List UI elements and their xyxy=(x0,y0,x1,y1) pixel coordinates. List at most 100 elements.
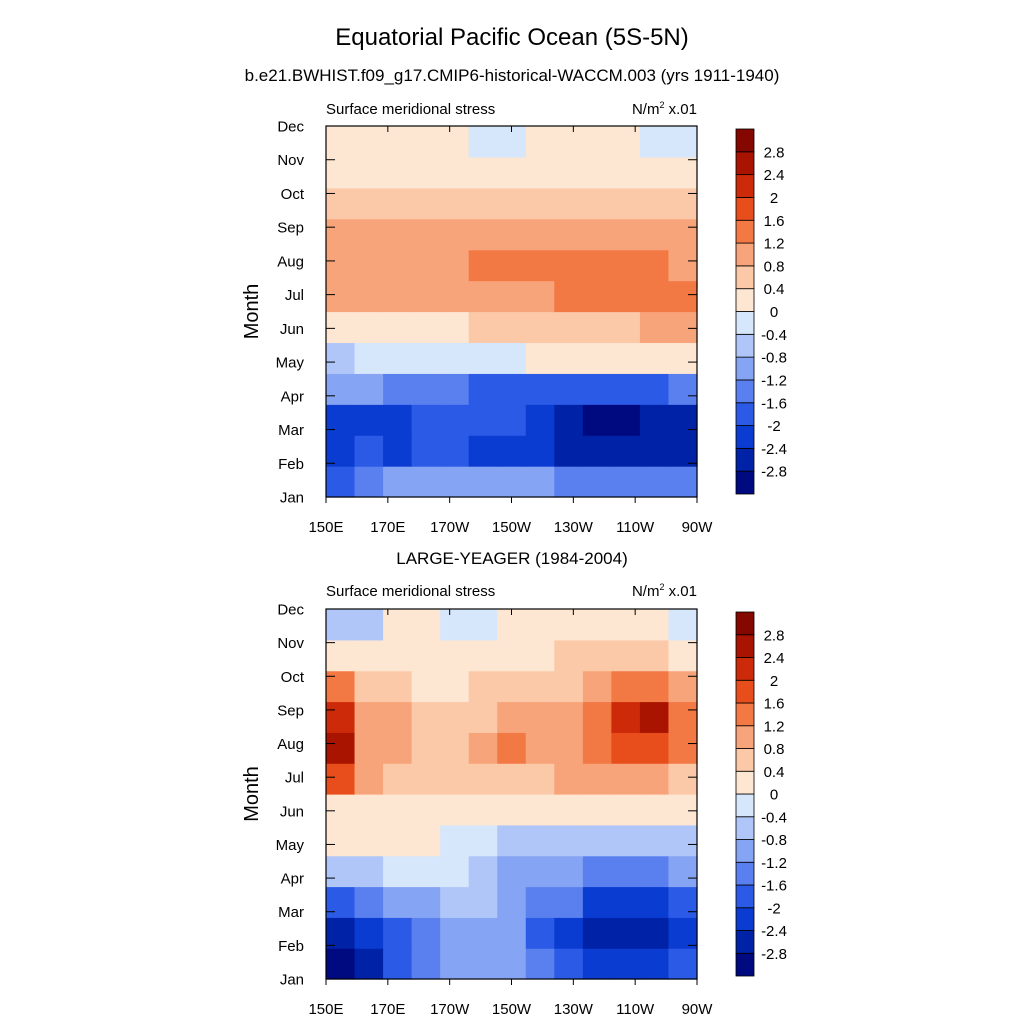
heatmap-cell xyxy=(554,824,584,857)
heatmap-cell xyxy=(354,126,384,158)
heatmap-cell xyxy=(354,732,384,764)
heatmap-cell xyxy=(554,126,584,158)
heatmap-cell xyxy=(525,156,555,189)
x-tick-label: 170W xyxy=(430,519,470,536)
colorbar-label: 0.8 xyxy=(764,741,785,758)
y-tick-label: Feb xyxy=(278,456,304,473)
heatmap-cell xyxy=(326,917,356,949)
heatmap-cell xyxy=(383,732,413,764)
heatmap-cell xyxy=(582,404,612,436)
heatmap-cell xyxy=(354,824,384,857)
colorbar-label: -1.2 xyxy=(761,372,787,389)
heatmap-cell xyxy=(411,218,441,251)
heatmap-cell xyxy=(525,794,555,826)
colorbar-label: -2.4 xyxy=(761,923,787,940)
heatmap-cell xyxy=(611,280,641,313)
colorbar-label: 0.8 xyxy=(764,258,785,275)
heatmap-cell xyxy=(554,794,584,826)
heatmap-cell xyxy=(554,373,584,405)
x-tick-label: 170E xyxy=(370,1001,405,1018)
heatmap-cell xyxy=(326,435,356,467)
heatmap-cell xyxy=(668,917,698,949)
heatmap-cell xyxy=(354,886,384,918)
x-tick-label: 170E xyxy=(370,519,405,536)
heatmap-cell xyxy=(326,855,356,888)
colorbar-swatch xyxy=(735,816,755,840)
heatmap-cell xyxy=(639,701,670,733)
heatmap-cell xyxy=(668,824,698,857)
heatmap-cell xyxy=(525,763,555,795)
heatmap-cell xyxy=(354,373,384,405)
colorbar-swatch xyxy=(735,634,755,658)
x-tick-label: 150E xyxy=(308,1001,343,1018)
heatmap-cell xyxy=(639,763,670,795)
heatmap-cell xyxy=(411,948,441,980)
heatmap-cell xyxy=(639,794,670,826)
heatmap-cell xyxy=(326,732,356,764)
y-tick-label: Sep xyxy=(277,220,304,237)
heatmap-cell xyxy=(411,609,441,641)
y-tick-label: Oct xyxy=(281,669,305,686)
heatmap-cell xyxy=(611,435,641,467)
colorbar-label: 0.4 xyxy=(764,281,785,298)
heatmap-cell xyxy=(611,156,641,189)
heatmap-cell xyxy=(468,670,498,703)
heatmap-cell xyxy=(611,609,641,641)
y-tick-label: Jul xyxy=(285,287,304,304)
heatmap-cell xyxy=(497,732,527,764)
heatmap-cell xyxy=(668,466,698,498)
x-ticks-top: 150E 170E 170W 150W 130W 110W 90W xyxy=(308,126,713,536)
heatmap-cell xyxy=(326,311,356,344)
colorbar-swatch xyxy=(735,470,755,495)
colorbar-swatch xyxy=(735,311,755,335)
heatmap-cell xyxy=(611,917,641,949)
heatmap-cell xyxy=(554,886,584,918)
heatmap-cell xyxy=(554,855,584,888)
heatmap-cell xyxy=(582,917,612,949)
colorbar-label: 1.6 xyxy=(764,213,785,230)
colorbar-swatch xyxy=(735,793,755,818)
heatmap-cell xyxy=(582,249,612,282)
heatmap-cell xyxy=(668,886,698,918)
heatmap-cell xyxy=(468,639,498,672)
heatmap-cell xyxy=(411,917,441,949)
heatmap-cell xyxy=(411,187,441,220)
heatmap-cell xyxy=(639,824,670,857)
heatmap-cell xyxy=(440,639,470,672)
colorbar-swatch xyxy=(735,288,755,312)
heatmap-cell xyxy=(354,794,384,826)
heatmap-cell xyxy=(383,670,413,703)
heatmap-cell xyxy=(582,342,612,374)
colorbar-swatch xyxy=(735,447,755,472)
colorbar-swatch xyxy=(735,907,755,931)
heatmap-cell xyxy=(383,763,413,795)
heatmap-cell xyxy=(668,404,698,436)
panel-top: Surface meridional stress N/m2 x.01 Mont… xyxy=(241,100,787,536)
heatmap-cell xyxy=(611,342,641,374)
heatmap-cell xyxy=(326,886,356,918)
heatmap-cell xyxy=(354,609,384,641)
y-tick-label: Dec xyxy=(277,602,304,619)
heatmap-cell xyxy=(468,249,498,282)
heatmap-cell xyxy=(383,187,413,220)
heatmap-cell xyxy=(497,342,527,374)
heatmap-cell xyxy=(668,732,698,764)
colorbar-swatch xyxy=(735,219,755,244)
heatmap-cell xyxy=(554,156,584,189)
heatmap-cell xyxy=(383,156,413,189)
heatmap-cell xyxy=(611,701,641,733)
colorbar-swatch xyxy=(735,265,755,290)
heatmap-cell xyxy=(668,639,698,672)
colorbar-label: 1.2 xyxy=(764,718,785,735)
y-tick-label: Mar xyxy=(278,904,304,921)
heatmap-cell xyxy=(411,342,441,374)
colorbar-label: 2 xyxy=(770,190,778,207)
heatmap-cell xyxy=(525,187,555,220)
y-tick-label: Jan xyxy=(280,972,304,989)
heatmap-cell xyxy=(354,917,384,949)
heatmap-cell xyxy=(354,311,384,344)
heatmap-cell xyxy=(582,794,612,826)
heatmap-cell xyxy=(411,156,441,189)
colorbar-swatch xyxy=(735,333,755,358)
heatmap-cell xyxy=(668,948,698,980)
